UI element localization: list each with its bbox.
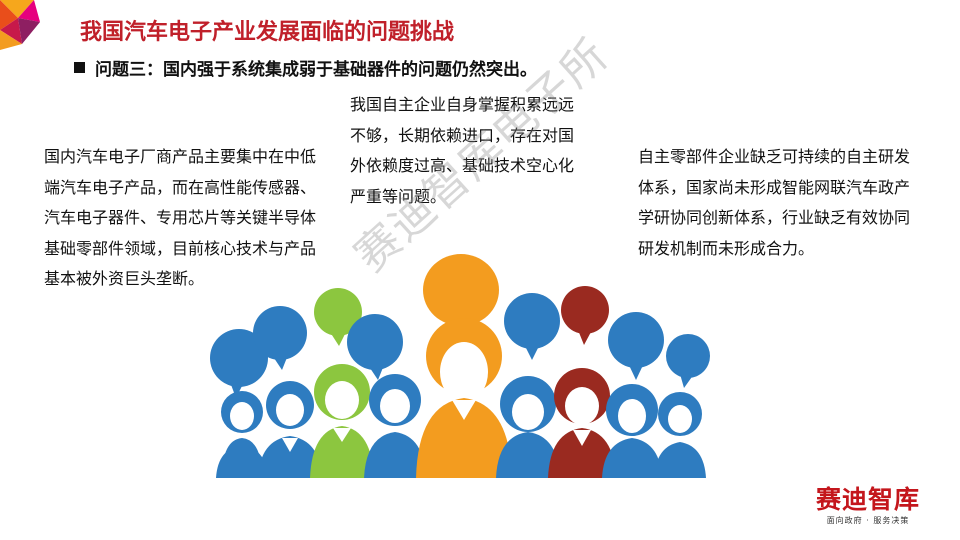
corner-decoration [0,0,40,50]
person-icon [602,384,662,478]
person-icon [216,391,268,478]
paragraph-right: 自主零部件企业缺乏可持续的自主研发体系，国家尚未形成智能网联汽车政产学研协同创新… [638,147,911,258]
paragraph-middle: 我国自主企业自身掌握积累远远不够，长期依赖进口，存在对国外依赖度过高、基础技术空… [350,95,575,206]
person-icon [416,318,512,478]
subtitle-text: 问题三：国内强于系统集成弱于基础器件的问题仍然突出。 [95,60,537,80]
square-bullet-icon [74,62,85,73]
person-icon [548,368,616,478]
person-icon [654,392,706,478]
person-icon [310,364,374,478]
slide-title: 我国汽车电子产业发展面临的问题挑战 [80,20,455,45]
person-icon [258,381,322,478]
speech-bubbles-icon [210,254,710,398]
person-icon [364,374,426,478]
person-icon [496,376,560,478]
logo-text: 赛迪智库 [816,485,921,514]
slide-subtitle: 问题三：国内强于系统集成弱于基础器件的问题仍然突出。 [74,55,537,80]
paragraph-left: 国内汽车电子厂商产品主要集中在中低端汽车电子产品，而在高性能传感器、汽车电子器件… [44,147,317,288]
logo-tagline: 面向政府 · 服务决策 [826,516,910,525]
brand-logo: 赛迪智库 面向政府 · 服务决策 [816,486,920,526]
